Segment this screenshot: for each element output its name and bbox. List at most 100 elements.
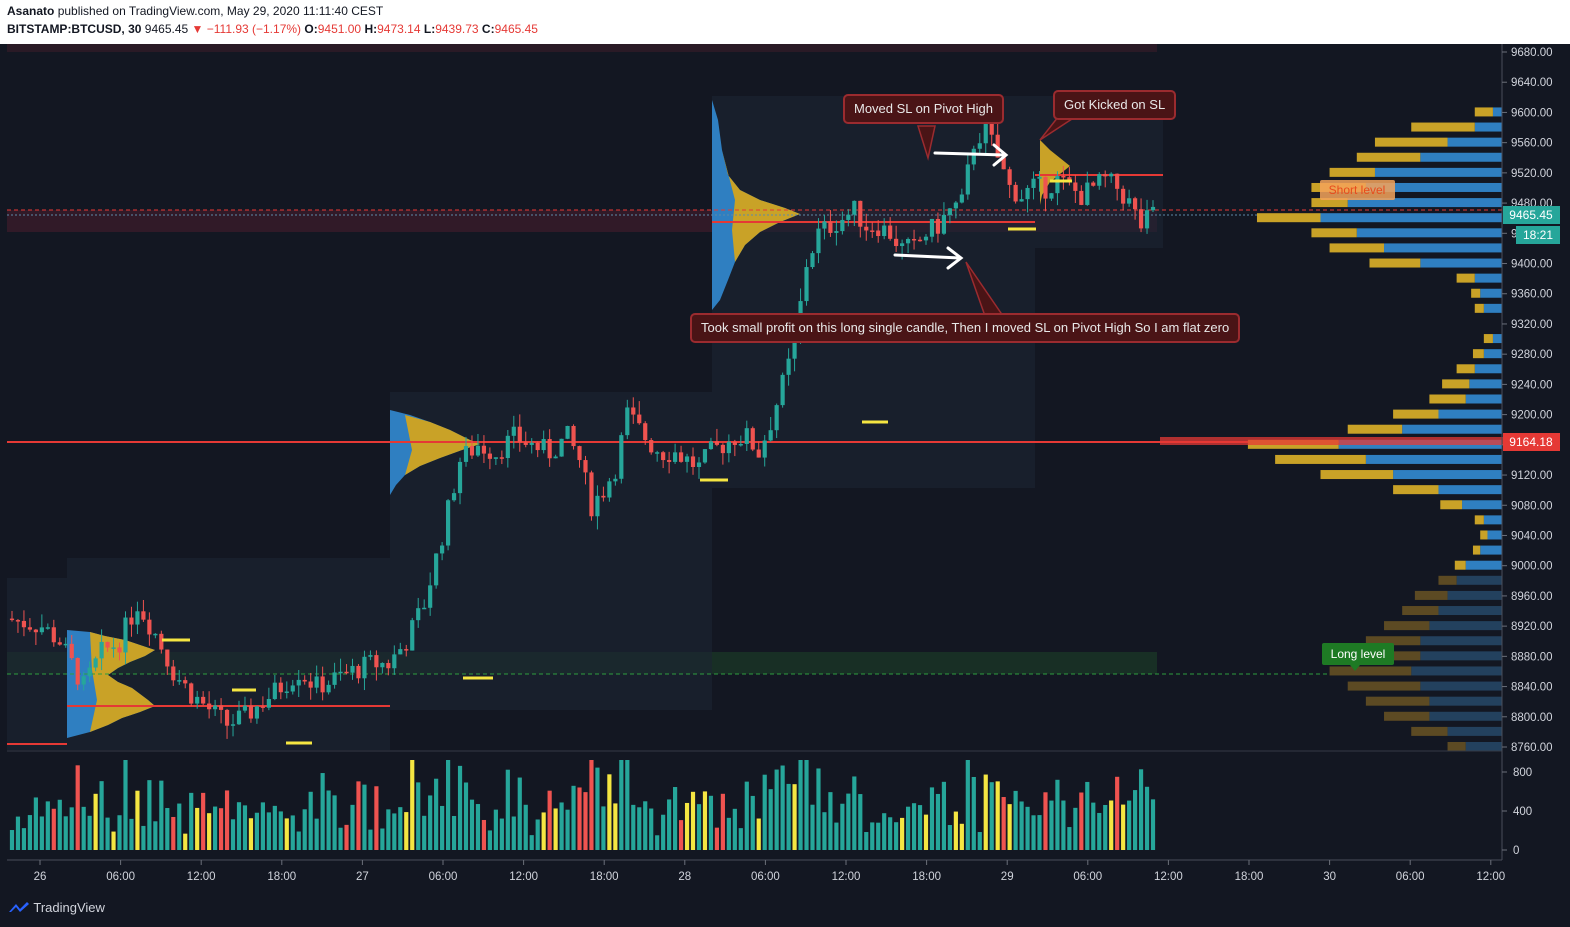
candle: [941, 202, 947, 235]
session-box-0: [7, 578, 67, 750]
candle: [1127, 189, 1132, 207]
price-tick-label: 9560.00: [1511, 138, 1553, 150]
callout-took-profit[interactable]: Took small profit on this long single ca…: [690, 313, 1241, 343]
volume-bar: [171, 816, 176, 850]
volume-bar: [111, 831, 116, 850]
tradingview-logo[interactable]: TradingView: [8, 900, 105, 915]
author-name[interactable]: Asanato: [7, 4, 55, 18]
volume-bar: [1079, 792, 1084, 850]
candle: [326, 680, 331, 695]
candle: [1031, 171, 1036, 200]
volume-bar: [51, 808, 56, 850]
volume-bar: [368, 829, 373, 850]
volume-profile-row: [1369, 258, 1502, 268]
candle: [350, 658, 355, 680]
time-tick-label: 18:00: [267, 871, 296, 883]
volume-bar: [768, 789, 773, 850]
volume-bar: [487, 830, 492, 850]
volume-bar: [362, 784, 367, 850]
volume-bar: [738, 828, 743, 850]
volume-bar: [475, 804, 481, 850]
candle: [296, 669, 301, 698]
volume-profile-row: [1384, 621, 1502, 631]
candle: [1025, 185, 1030, 213]
volume-profile-row: [1456, 273, 1502, 283]
volume-bar: [959, 823, 964, 850]
candle: [260, 696, 265, 712]
candle: [218, 698, 224, 724]
candle: [254, 705, 260, 724]
publish-date: published on TradingView.com, May 29, 20…: [57, 4, 384, 18]
candle: [440, 542, 445, 561]
volume-bar: [248, 818, 254, 850]
volume-bar: [21, 828, 27, 850]
volume-profile-row: [1393, 485, 1502, 495]
volume-bar: [661, 814, 666, 850]
volume-bar: [1103, 804, 1108, 850]
candle: [434, 553, 439, 589]
volume-bar: [314, 818, 319, 850]
high-label: H:: [364, 22, 378, 36]
candle: [39, 614, 44, 635]
callout-moved-sl[interactable]: Moved SL on Pivot High: [843, 94, 1004, 124]
volume-bar: [529, 835, 534, 850]
candle: [810, 251, 815, 269]
candle: [27, 618, 32, 632]
candle: [1103, 170, 1108, 188]
long-level-tag[interactable]: [1322, 643, 1394, 665]
volume-bar: [601, 806, 606, 850]
volume-profile-row: [1402, 606, 1502, 616]
volume-bar: [1133, 790, 1138, 850]
candle: [816, 218, 821, 264]
volume-bar: [230, 819, 236, 850]
volume-bar: [129, 818, 134, 850]
volume-bar: [947, 825, 952, 850]
volume-bar: [673, 787, 678, 850]
short-level-tag[interactable]: [1320, 180, 1395, 200]
volume-bar: [858, 794, 863, 850]
volume-bar: [774, 769, 779, 850]
volume-bar: [481, 819, 487, 850]
volume-bar: [625, 760, 630, 850]
volume-bar: [499, 818, 504, 850]
volume-bar: [380, 828, 385, 850]
candle: [129, 606, 134, 637]
volume-bar: [296, 831, 301, 850]
time-tick-label: 26: [34, 871, 47, 883]
candle: [888, 217, 893, 241]
candle: [828, 210, 833, 237]
volume-bar: [702, 791, 708, 850]
volume-bar: [63, 816, 68, 850]
candle: [690, 447, 696, 475]
volume-profile-row: [1480, 530, 1502, 540]
candle: [1055, 171, 1060, 206]
candle: [362, 650, 367, 691]
price-chart-svg[interactable]: Short level Long level 9680.00 9640.00 960…: [0, 44, 1570, 890]
symbol-label[interactable]: BITSTAMP:BTCUSD, 30: [7, 22, 142, 36]
candle: [643, 421, 648, 445]
candle: [189, 682, 194, 707]
volume-bar: [684, 802, 690, 850]
volume-bar: [852, 776, 857, 850]
volume-tick-label: 0: [1513, 845, 1519, 857]
candle: [93, 656, 98, 672]
volume-profile-row: [1384, 711, 1502, 721]
volume-profile-row: [1474, 107, 1502, 117]
candle: [493, 457, 498, 465]
volume-bar: [463, 782, 469, 850]
volume-bar: [953, 811, 958, 850]
candle: [971, 145, 976, 171]
candle: [720, 443, 725, 465]
candle: [392, 645, 397, 675]
volume-profile-row: [1474, 515, 1502, 525]
callout-got-kicked[interactable]: Got Kicked on SL: [1053, 90, 1177, 120]
time-tick-label: 12:00: [509, 871, 538, 883]
volume-bar: [1025, 806, 1030, 850]
candle: [159, 630, 164, 654]
time-axis-ticks: 26 06:00 12:00 18:00 27 06:00 12:00 18:00 28 06:0…: [34, 860, 1505, 883]
volume-bar: [631, 804, 636, 850]
volume-bar: [517, 777, 522, 850]
volume-bar: [260, 802, 265, 850]
candle: [929, 218, 935, 243]
volume-bar: [1043, 792, 1048, 850]
